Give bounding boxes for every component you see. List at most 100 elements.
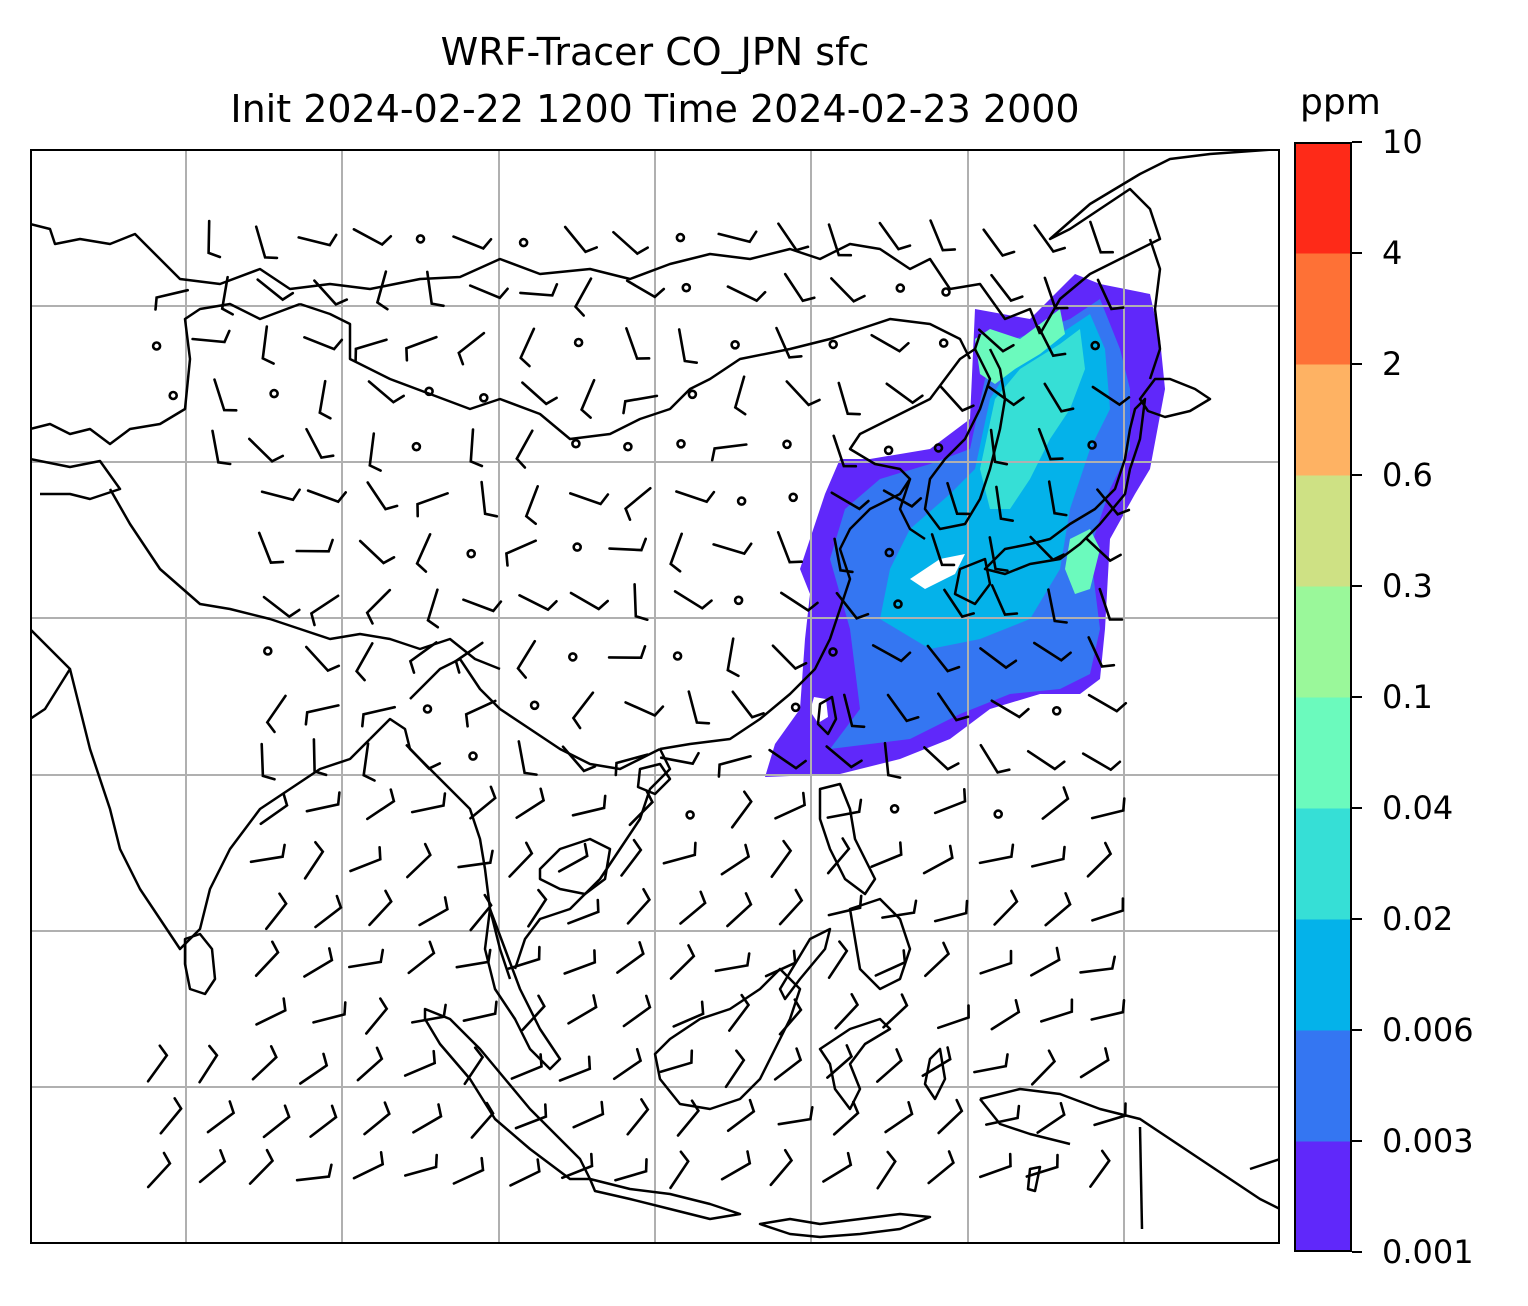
wind-barb (248, 1148, 275, 1185)
wind-barb (375, 270, 389, 311)
wind-barb (773, 1047, 803, 1081)
wind-barb (979, 743, 1011, 774)
calm-wind-marker (889, 803, 900, 814)
map-title-line2: Init 2024-02-22 1200 Time 2024-02-23 200… (230, 87, 1080, 131)
coast-borneo (653, 967, 802, 1111)
wind-barb (457, 331, 486, 366)
colorbar-tick-label: 0.04 (1382, 789, 1454, 827)
wind-barb (356, 1046, 384, 1082)
wind-barb (626, 1098, 650, 1136)
coast-sulawesi (818, 1017, 892, 1111)
wind-barb (470, 1101, 495, 1139)
wind-barb (676, 1099, 701, 1137)
colorbar-tick (1352, 1029, 1362, 1031)
calm-wind-marker (518, 237, 529, 248)
wind-barb (464, 699, 497, 728)
wind-barb (312, 1001, 347, 1024)
wind-barb (405, 335, 438, 362)
wind-barb (211, 429, 232, 466)
wind-barb (612, 1047, 643, 1081)
wind-barb (876, 1150, 897, 1190)
wind-barb (626, 887, 651, 925)
wind-barb (616, 941, 645, 974)
wind-barb (462, 598, 503, 613)
wind-barb (505, 539, 537, 567)
wind-barb (567, 994, 598, 1025)
wind-barb (557, 842, 589, 873)
wind-barb (1025, 1153, 1059, 1178)
wind-barb (426, 588, 440, 629)
wind-barb (519, 327, 536, 368)
wind-barb (191, 329, 231, 344)
wind-barb (207, 219, 222, 259)
coast-kyushu (953, 557, 992, 606)
wind-barb (558, 1055, 592, 1082)
coast-maluku (923, 1047, 947, 1101)
wind-barb (521, 381, 558, 406)
wind-barb (946, 481, 971, 516)
wind-barb (254, 225, 279, 260)
wind-barb (608, 537, 647, 552)
wind-barb (352, 1151, 385, 1180)
wind-barb (625, 279, 666, 299)
wind-barb (260, 488, 301, 502)
wind-barb (933, 899, 969, 923)
wind-barb (730, 790, 753, 829)
wind-barb (937, 1004, 970, 1030)
calm-wind-marker (782, 439, 792, 450)
calm-wind-marker (411, 441, 422, 452)
wind-barb (978, 843, 1015, 865)
colorbar-tick (1352, 1251, 1362, 1253)
wind-barb (408, 641, 438, 674)
calm-wind-marker (993, 809, 1004, 819)
wind-barb (295, 538, 334, 553)
wind-barb (825, 745, 863, 769)
wind-barb (418, 896, 449, 927)
wind-barb (517, 740, 538, 776)
lat-lon-gridlines (30, 149, 1280, 1244)
wind-barb (728, 993, 751, 1032)
wind-barb (354, 338, 388, 363)
wind-barb (1087, 693, 1128, 713)
wind-barb (720, 843, 751, 876)
calm-wind-marker (1051, 705, 1062, 716)
colorbar-tick-label: 0.003 (1382, 1122, 1474, 1160)
wind-barb (885, 382, 924, 405)
wind-barb (990, 999, 1021, 1031)
wind-barb (426, 270, 445, 308)
border-png (1138, 1126, 1144, 1230)
wind-barb (995, 485, 1014, 522)
wind-barb (1081, 752, 1122, 772)
wind-barb (527, 888, 548, 928)
wind-barb (259, 792, 289, 826)
wind-barb (305, 791, 341, 813)
wind-barb (318, 379, 332, 420)
wind-barb (989, 428, 1009, 466)
wind-barb (410, 792, 447, 814)
wind-barb (979, 949, 1013, 975)
calm-wind-marker (893, 599, 903, 609)
wind-barb (778, 888, 804, 926)
wind-barb (771, 644, 808, 671)
wind-barb (921, 1046, 952, 1077)
wind-barb (659, 751, 700, 766)
coast-russia-far-east (1038, 149, 1280, 335)
coast-korea-north (898, 478, 926, 541)
wind-barb (1096, 278, 1125, 311)
wind-barb (1086, 841, 1113, 878)
wind-barb (571, 691, 595, 730)
wind-barb (462, 1000, 498, 1022)
colorbar-tick (1352, 696, 1362, 698)
wind-barb (312, 738, 328, 777)
wind-barb (620, 838, 643, 877)
wind-barb (884, 1101, 914, 1134)
coastlines (30, 149, 1280, 1244)
wind-barb (366, 788, 396, 821)
wind-barb (1047, 480, 1068, 517)
wind-barb (265, 694, 287, 734)
calm-wind-marker (681, 282, 692, 293)
wind-barb (405, 744, 442, 771)
wind-barb (367, 380, 405, 404)
plume-level-0.04-b (1065, 529, 1100, 594)
wind-barb (1047, 588, 1068, 624)
